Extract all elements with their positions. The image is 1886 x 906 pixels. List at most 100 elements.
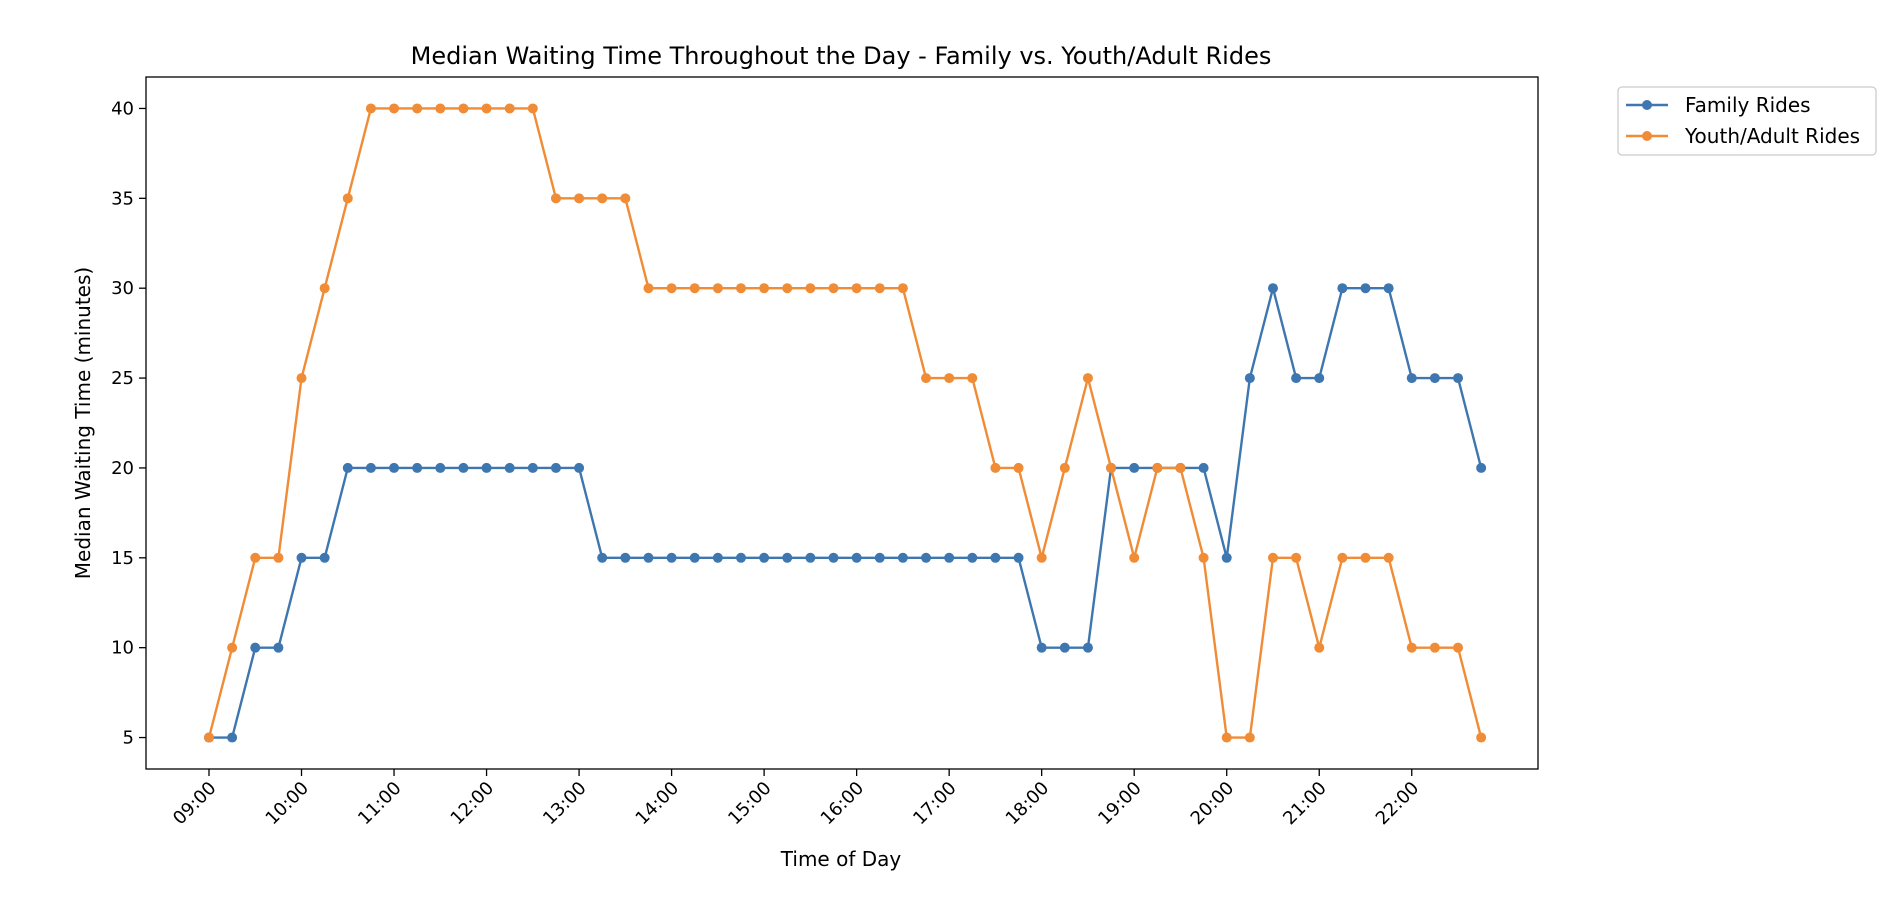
x-axis: 09:00 10:00 11:00 12:00 13:00 14:00 15:00 16:00… bbox=[169, 769, 1423, 829]
data-point bbox=[365, 103, 376, 114]
data-point bbox=[1406, 373, 1417, 384]
data-point bbox=[643, 283, 654, 294]
data-point bbox=[712, 552, 723, 563]
data-point bbox=[1198, 462, 1209, 473]
data-point bbox=[204, 732, 214, 743]
data-point bbox=[1429, 373, 1440, 384]
data-point bbox=[574, 193, 585, 204]
data-point bbox=[1244, 732, 1255, 743]
data-point bbox=[759, 552, 770, 563]
chart-title: Median Waiting Time Throughout the Day -… bbox=[411, 42, 1272, 70]
data-point bbox=[1337, 552, 1348, 563]
data-point bbox=[689, 283, 700, 294]
x-tick-label: 20:00 bbox=[1187, 778, 1239, 830]
data-point bbox=[1175, 462, 1186, 473]
data-point bbox=[1314, 373, 1325, 384]
data-point bbox=[412, 462, 423, 473]
data-point bbox=[666, 283, 677, 294]
data-point bbox=[851, 283, 862, 294]
data-point bbox=[712, 283, 723, 294]
data-point bbox=[1013, 552, 1024, 563]
data-point bbox=[944, 552, 955, 563]
data-point bbox=[296, 373, 307, 384]
data-point bbox=[1453, 373, 1464, 384]
y-tick-label: 25 bbox=[111, 368, 134, 389]
legend-item: Youth/Adult Rides bbox=[1626, 124, 1860, 148]
data-point bbox=[1129, 552, 1140, 563]
data-point bbox=[735, 283, 746, 294]
data-point bbox=[921, 373, 932, 384]
data-point bbox=[897, 283, 908, 294]
data-point bbox=[319, 283, 330, 294]
legend-box bbox=[1617, 86, 1877, 156]
y-tick-label: 35 bbox=[111, 188, 134, 209]
data-point bbox=[1476, 732, 1487, 743]
data-point bbox=[1267, 552, 1278, 563]
x-tick-label: 10:00 bbox=[262, 778, 314, 830]
data-point bbox=[1291, 373, 1302, 384]
x-tick-label: 16:00 bbox=[817, 778, 869, 830]
data-point bbox=[273, 642, 284, 653]
data-point bbox=[1406, 642, 1417, 653]
data-point bbox=[1244, 373, 1255, 384]
data-point bbox=[1106, 462, 1117, 473]
legend-swatch-marker bbox=[1642, 131, 1652, 141]
data-point bbox=[1198, 552, 1209, 563]
data-point bbox=[874, 552, 885, 563]
data-point bbox=[967, 552, 978, 563]
data-point bbox=[389, 103, 400, 114]
data-point bbox=[1036, 642, 1047, 653]
data-point bbox=[458, 462, 469, 473]
data-point bbox=[805, 283, 816, 294]
data-point bbox=[782, 283, 793, 294]
y-tick-label: 30 bbox=[111, 278, 134, 299]
x-tick-label: 11:00 bbox=[354, 778, 406, 830]
x-tick-label: 19:00 bbox=[1094, 778, 1146, 830]
data-point bbox=[527, 103, 538, 114]
data-point bbox=[828, 552, 839, 563]
data-point bbox=[1036, 552, 1047, 563]
y-axis-label: Median Waiting Time (minutes) bbox=[71, 267, 95, 579]
plot-area bbox=[145, 76, 1539, 770]
data-point bbox=[412, 103, 423, 114]
x-tick-label: 14:00 bbox=[632, 778, 684, 830]
x-tick-label: 18:00 bbox=[1002, 778, 1054, 830]
y-tick-label: 10 bbox=[111, 638, 134, 659]
x-tick-label: 17:00 bbox=[909, 778, 961, 830]
x-tick-label: 09:00 bbox=[169, 778, 221, 830]
data-point bbox=[574, 462, 585, 473]
data-point bbox=[597, 552, 608, 563]
y-tick-label: 40 bbox=[111, 98, 134, 119]
data-point bbox=[805, 552, 816, 563]
data-point bbox=[481, 462, 492, 473]
data-point bbox=[504, 462, 515, 473]
data-point bbox=[1337, 283, 1348, 294]
data-point bbox=[897, 552, 908, 563]
data-point bbox=[1082, 373, 1093, 384]
data-point bbox=[1383, 552, 1394, 563]
data-point bbox=[620, 552, 631, 563]
series-family-rides bbox=[204, 283, 1487, 743]
data-point bbox=[435, 103, 446, 114]
data-point bbox=[851, 552, 862, 563]
data-point bbox=[1360, 552, 1371, 563]
data-point bbox=[1476, 462, 1487, 473]
data-point bbox=[689, 552, 700, 563]
data-point bbox=[342, 462, 353, 473]
y-tick-label: 20 bbox=[111, 458, 134, 479]
data-point bbox=[967, 373, 978, 384]
data-point bbox=[944, 373, 955, 384]
data-point bbox=[597, 193, 608, 204]
x-axis-label: Time of Day bbox=[780, 847, 902, 871]
legend: Family Rides Youth/Adult Rides bbox=[1617, 86, 1877, 156]
legend-label: Youth/Adult Rides bbox=[1684, 124, 1860, 148]
data-point bbox=[1221, 552, 1232, 563]
data-point bbox=[319, 552, 330, 563]
data-point bbox=[643, 552, 654, 563]
data-point bbox=[1291, 552, 1302, 563]
data-point bbox=[1267, 283, 1278, 294]
data-point bbox=[1013, 462, 1024, 473]
data-point bbox=[990, 552, 1001, 563]
data-point bbox=[735, 552, 746, 563]
